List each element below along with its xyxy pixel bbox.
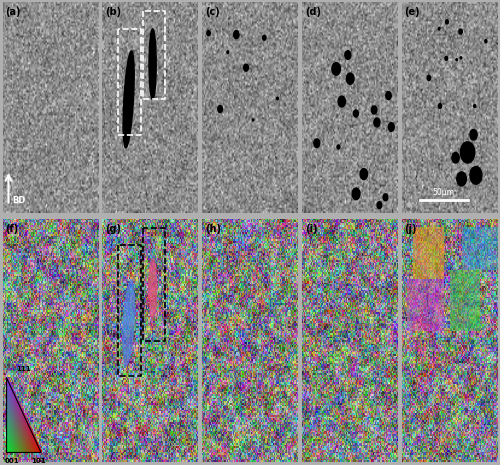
Circle shape (456, 59, 458, 61)
Circle shape (474, 105, 476, 107)
Text: (j): (j) (404, 224, 417, 234)
Circle shape (234, 31, 239, 39)
Ellipse shape (148, 258, 158, 319)
Circle shape (452, 153, 459, 163)
Circle shape (354, 110, 358, 117)
Circle shape (445, 56, 448, 60)
Circle shape (314, 139, 320, 147)
Circle shape (227, 51, 228, 53)
Circle shape (377, 202, 382, 209)
Circle shape (337, 145, 340, 149)
Text: (b): (b) (105, 7, 122, 17)
Circle shape (252, 119, 254, 121)
Circle shape (457, 172, 466, 186)
Text: (c): (c) (205, 7, 220, 17)
Text: (i): (i) (305, 224, 318, 234)
Circle shape (383, 194, 388, 201)
Circle shape (460, 57, 462, 59)
Circle shape (207, 31, 210, 36)
Circle shape (446, 20, 448, 24)
Circle shape (374, 118, 380, 127)
Circle shape (460, 142, 474, 163)
Text: (g): (g) (105, 224, 121, 234)
Circle shape (438, 27, 440, 30)
Circle shape (485, 40, 487, 43)
Circle shape (470, 129, 477, 140)
Ellipse shape (123, 51, 134, 148)
Text: (h): (h) (205, 224, 221, 234)
Circle shape (338, 96, 345, 107)
Circle shape (386, 92, 392, 100)
Circle shape (345, 51, 351, 60)
Ellipse shape (122, 280, 135, 367)
Circle shape (352, 188, 360, 199)
Circle shape (459, 29, 462, 34)
Circle shape (438, 104, 442, 108)
Text: (d): (d) (305, 7, 321, 17)
Circle shape (470, 166, 482, 184)
Circle shape (360, 169, 368, 179)
Circle shape (276, 97, 278, 100)
Circle shape (244, 64, 248, 71)
Circle shape (388, 123, 394, 131)
Circle shape (372, 106, 377, 114)
Circle shape (218, 106, 222, 113)
Text: (a): (a) (6, 7, 21, 17)
Ellipse shape (149, 29, 156, 100)
Text: 50μm: 50μm (432, 187, 454, 197)
Text: (e): (e) (404, 7, 420, 17)
Text: BD: BD (12, 196, 26, 206)
Circle shape (346, 73, 354, 84)
Circle shape (332, 63, 340, 75)
Circle shape (427, 75, 430, 80)
Text: (f): (f) (6, 224, 18, 234)
Circle shape (262, 35, 266, 40)
